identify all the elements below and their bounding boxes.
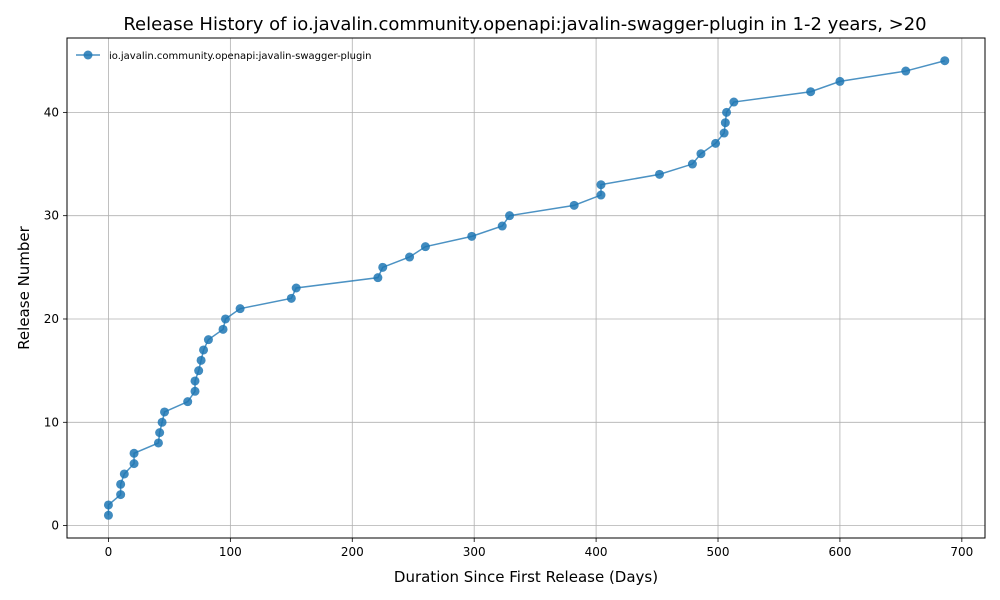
data-point	[719, 128, 729, 138]
data-point	[596, 190, 606, 200]
y-tick-label: 30	[44, 209, 59, 223]
data-point	[199, 345, 209, 355]
x-axis-label: Duration Since First Release (Days)	[394, 568, 658, 586]
data-point	[835, 76, 845, 86]
data-point	[729, 97, 739, 107]
x-tick-label: 200	[341, 545, 364, 559]
data-point	[596, 180, 606, 190]
data-point	[103, 500, 113, 510]
data-point	[569, 200, 579, 210]
data-point	[129, 459, 139, 469]
x-tick-label: 400	[585, 545, 608, 559]
y-tick-label: 20	[44, 312, 59, 326]
y-tick-label: 0	[51, 519, 59, 533]
data-point	[654, 169, 664, 179]
data-point	[218, 324, 228, 334]
data-point	[203, 335, 213, 345]
x-tick-label: 600	[828, 545, 851, 559]
data-point	[196, 355, 206, 365]
data-point	[153, 438, 163, 448]
data-point	[373, 273, 383, 283]
x-tick-label: 0	[105, 545, 113, 559]
data-point	[405, 252, 415, 262]
data-point	[420, 242, 430, 252]
plot-frame	[66, 37, 986, 539]
data-point	[220, 314, 230, 324]
data-point	[722, 107, 732, 117]
data-point	[190, 386, 200, 396]
data-point	[103, 510, 113, 520]
data-point	[467, 231, 477, 241]
x-tick-label: 500	[707, 545, 730, 559]
data-point	[157, 417, 167, 427]
data-point	[711, 138, 721, 148]
data-point	[183, 397, 193, 407]
data-point	[160, 407, 170, 417]
data-point	[497, 221, 507, 231]
data-point	[291, 283, 301, 293]
series-layer	[103, 56, 950, 520]
data-point	[116, 490, 126, 500]
legend-label: io.javalin.community.openapi:javalin-swa…	[109, 51, 371, 62]
legend: io.javalin.community.openapi:javalin-swa…	[76, 50, 371, 62]
ticks: 0 100 200 300 400 500 600 700 0 10 20 30 40	[44, 105, 974, 559]
data-point	[687, 159, 697, 169]
data-point	[286, 293, 296, 303]
data-point	[190, 376, 200, 386]
data-point	[119, 469, 129, 479]
x-tick-label: 300	[463, 545, 486, 559]
data-point	[696, 149, 706, 159]
data-point	[194, 366, 204, 376]
data-point	[116, 479, 126, 489]
data-point	[155, 428, 165, 438]
y-tick-label: 10	[44, 415, 59, 429]
data-point	[505, 211, 515, 221]
chart-title: Release History of io.javalin.community.…	[123, 14, 926, 35]
data-point	[378, 262, 388, 272]
legend-marker	[83, 50, 93, 60]
y-axis-label: Release Number	[15, 225, 33, 349]
x-tick-label: 700	[950, 545, 973, 559]
data-point	[940, 56, 950, 66]
y-tick-label: 40	[44, 105, 59, 119]
data-point	[806, 87, 816, 97]
data-point	[235, 304, 245, 314]
data-point	[720, 118, 730, 128]
x-tick-label: 100	[219, 545, 242, 559]
data-point	[129, 448, 139, 458]
grid	[67, 38, 985, 538]
data-point	[901, 66, 911, 76]
